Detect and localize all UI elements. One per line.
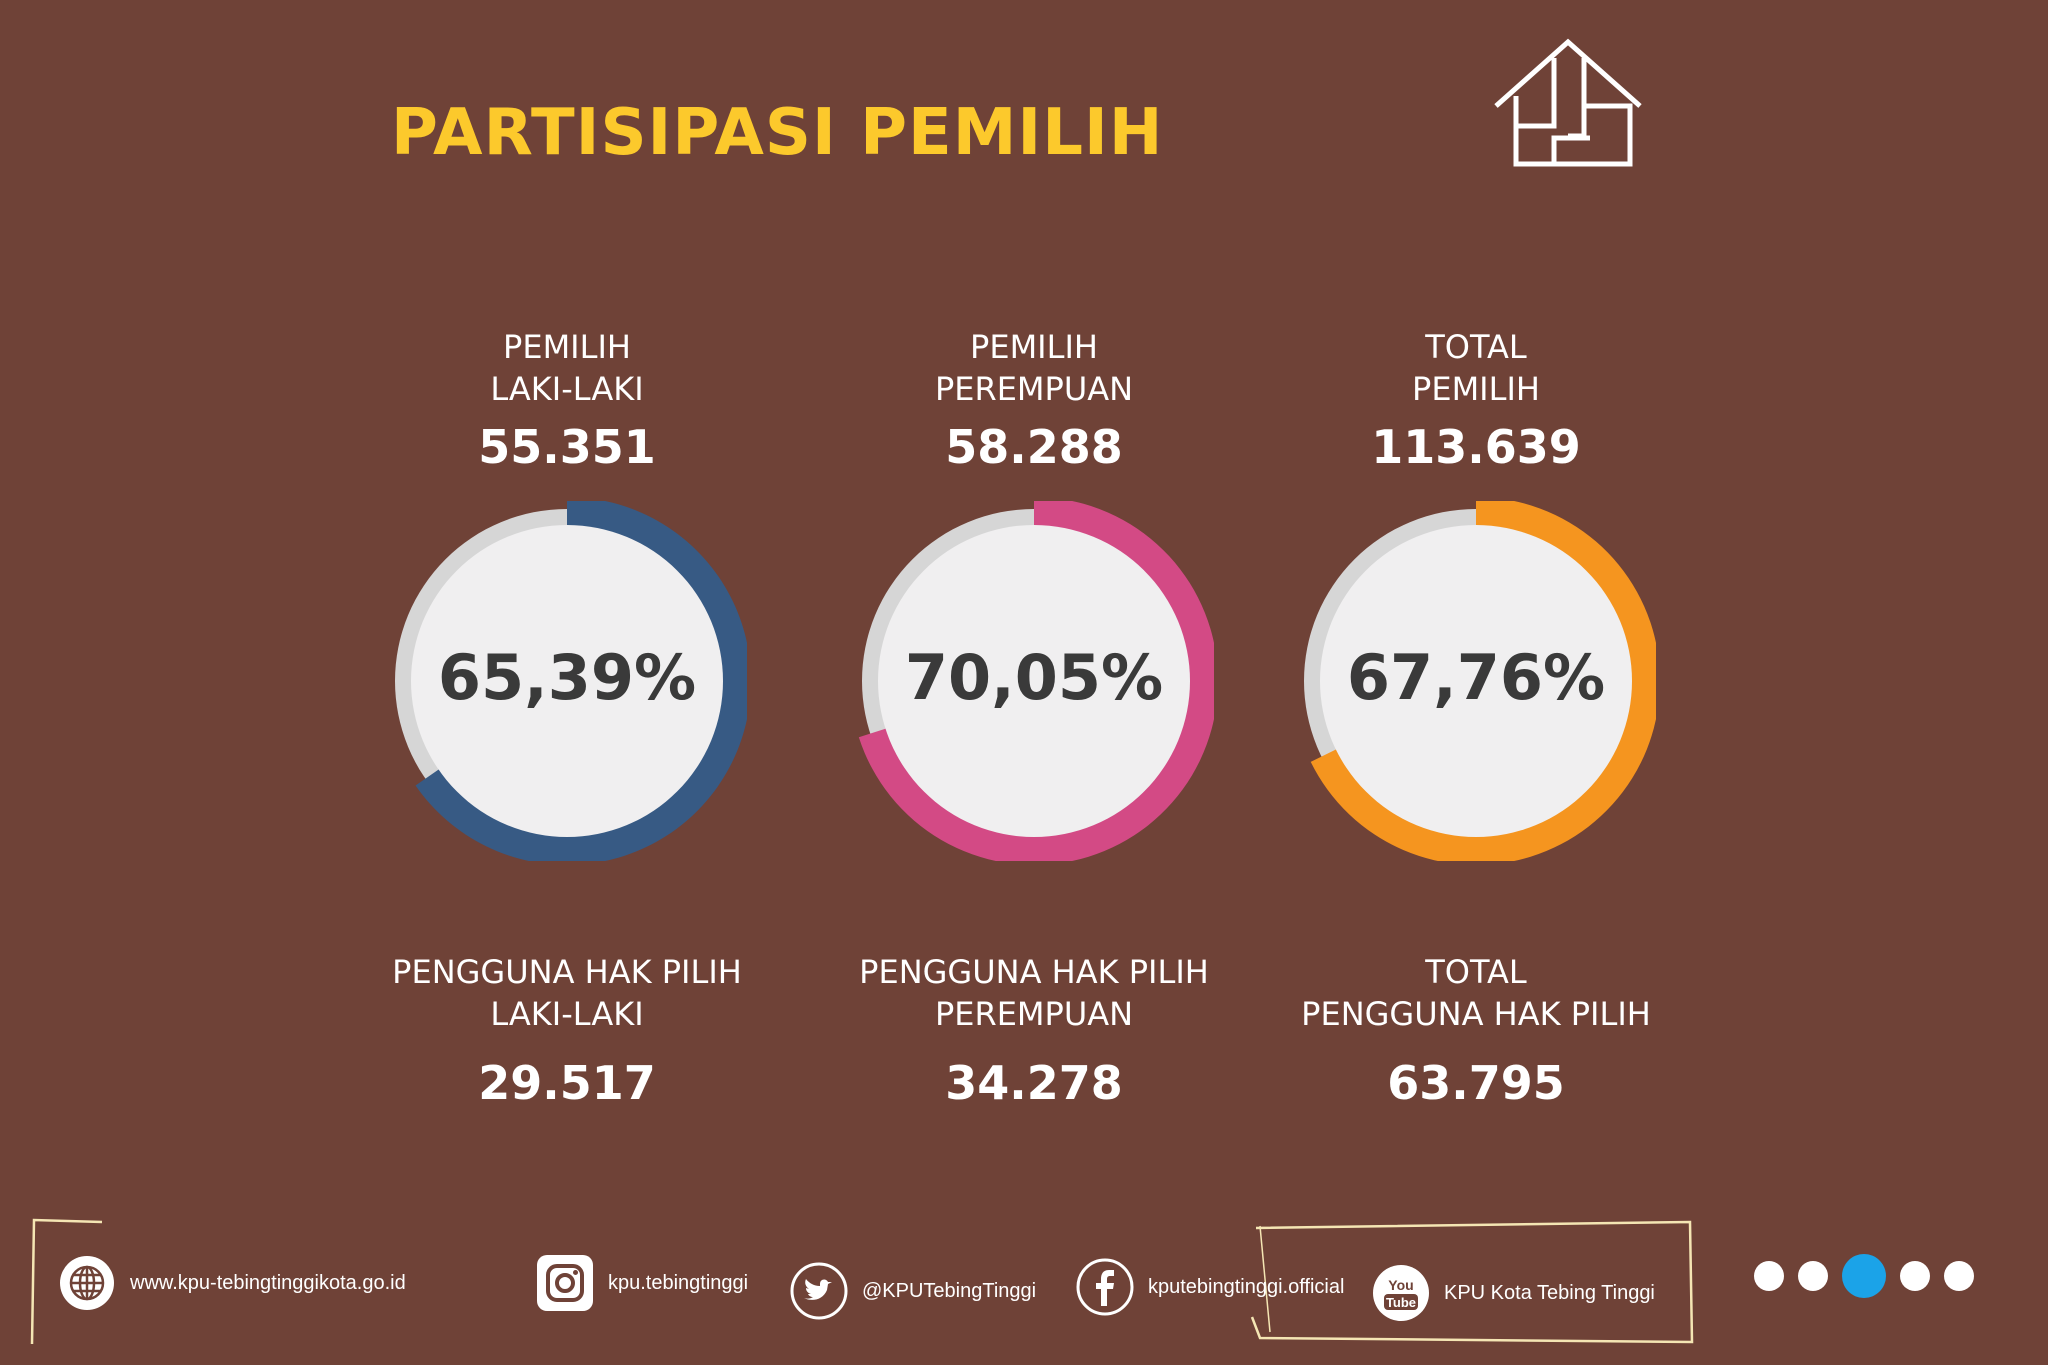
footer-twitter[interactable]: @KPUTebingTinggi — [790, 1262, 1036, 1320]
chart-3-inner — [1320, 525, 1632, 837]
page-dot-3[interactable] — [1842, 1254, 1886, 1298]
chart-3-top-label-2: PEMILIH — [1412, 370, 1540, 408]
youtube-text: KPU Kota Tebing Tinggi — [1444, 1281, 1655, 1304]
chart-2-top-label-2: PEREMPUAN — [934, 370, 1134, 408]
chart-3-top-value: 113.639 — [1371, 420, 1581, 474]
footer-frame — [30, 1218, 1694, 1345]
pagination-dots — [1754, 1254, 1974, 1298]
footer-website[interactable]: www.kpu-tebingtinggikota.go.id — [58, 1254, 406, 1312]
chart-2-inner — [878, 525, 1190, 837]
website-text: www.kpu-tebingtinggikota.go.id — [130, 1271, 406, 1294]
twitter-text: @KPUTebingTinggi — [862, 1279, 1037, 1302]
chart-1-percent: 65,39% — [437, 641, 697, 714]
page-title: PARTISIPASI PEMILIH — [391, 96, 1164, 170]
chart-1-bottom-label-2: LAKI-LAKI — [490, 995, 644, 1033]
chart-1-inner — [411, 525, 723, 837]
youtube-icon: You Tube — [1373, 1265, 1429, 1321]
instagram-text: kpu.tebingtinggi — [608, 1271, 749, 1294]
svg-text:You: You — [1388, 1277, 1413, 1293]
chart-2-bottom-label-1: PENGGUNA HAK PILIH — [859, 953, 1209, 991]
chart-2-top-value: 58.288 — [945, 420, 1123, 474]
chart-3-top-label-1: TOTAL — [1425, 328, 1527, 366]
chart-1-donut — [395, 501, 747, 861]
instagram-icon — [537, 1255, 593, 1311]
page-dot-5[interactable] — [1944, 1261, 1974, 1291]
chart-2-donut — [858, 501, 1214, 861]
chart-1-top-label-1: PEMILIH — [503, 328, 631, 366]
chart-2-bottom-value: 34.278 — [945, 1056, 1123, 1110]
chart-3-percent: 67,76% — [1346, 641, 1606, 714]
svg-text:Tube: Tube — [1386, 1295, 1416, 1310]
chart-2-bottom-label-2: PEREMPUAN — [934, 995, 1134, 1033]
chart-3-bottom-value: 63.795 — [1387, 1056, 1565, 1110]
facebook-icon — [1076, 1258, 1134, 1316]
kpu-logo — [1494, 38, 1642, 167]
chart-2-top-label-1: PEMILIH — [970, 328, 1098, 366]
chart-3-bottom-label-2: PENGGUNA HAK PILIH — [1301, 995, 1651, 1033]
page-dot-2[interactable] — [1798, 1261, 1828, 1291]
footer-facebook[interactable]: kputebingtinggi.official — [1076, 1258, 1344, 1316]
page-dot-4[interactable] — [1900, 1261, 1930, 1291]
facebook-text: kputebingtinggi.official — [1148, 1275, 1345, 1298]
chart-3-donut — [1304, 501, 1656, 861]
chart-3-bottom-label-1: TOTAL — [1425, 953, 1527, 991]
chart-1-top-label-2: LAKI-LAKI — [490, 370, 644, 408]
footer-instagram[interactable]: kpu.tebingtinggi — [536, 1254, 748, 1312]
chart-1-top-value: 55.351 — [478, 420, 656, 474]
footer-youtube[interactable]: You Tube KPU Kota Tebing Tinggi — [1372, 1264, 1655, 1322]
chart-1-bottom-label-1: PENGGUNA HAK PILIH — [392, 953, 742, 991]
chart-2-percent: 70,05% — [904, 641, 1164, 714]
globe-icon — [60, 1256, 114, 1310]
page-dot-1[interactable] — [1754, 1261, 1784, 1291]
chart-1-bottom-value: 29.517 — [478, 1056, 656, 1110]
twitter-icon — [790, 1262, 848, 1320]
